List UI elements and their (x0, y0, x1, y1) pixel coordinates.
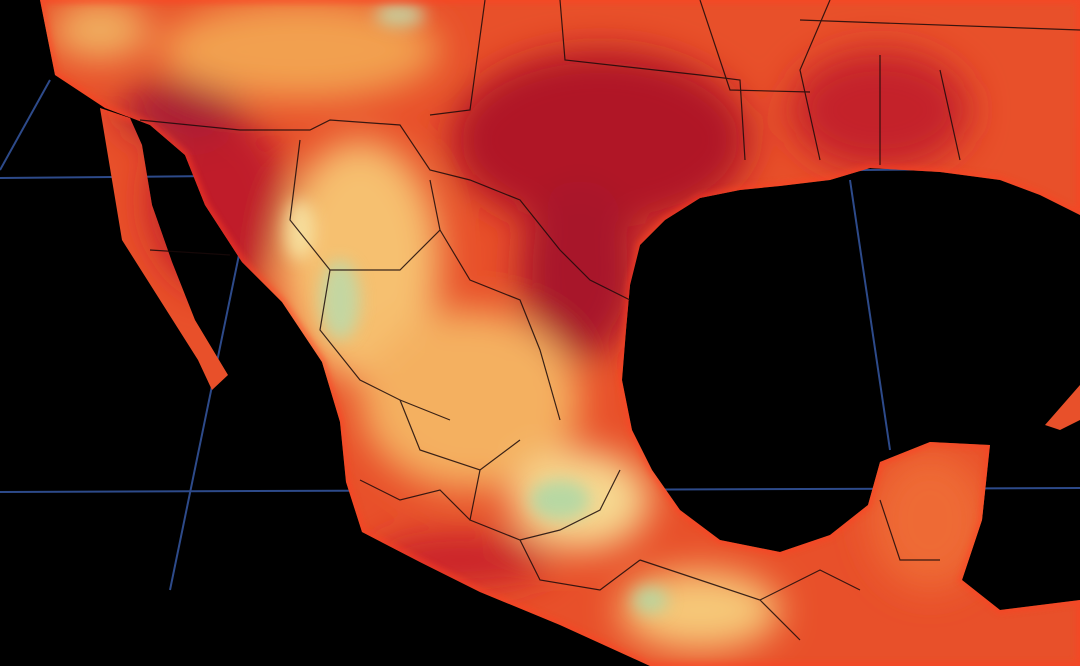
boundaries (139, 0, 1080, 641)
